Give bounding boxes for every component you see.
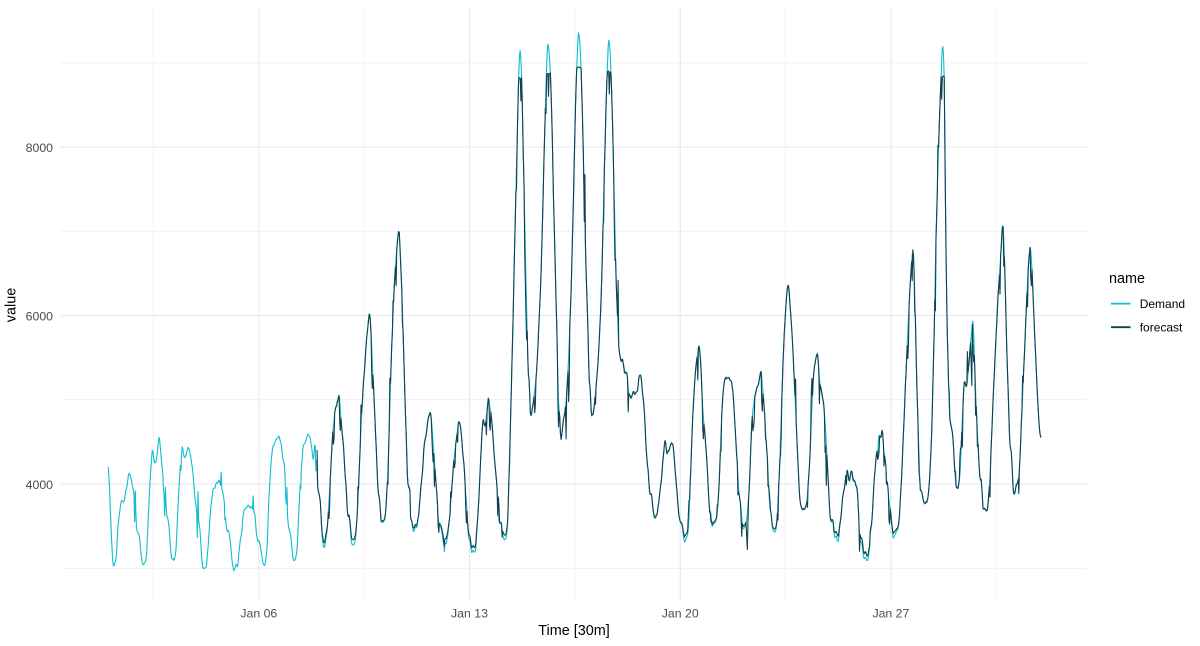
svg-text:name: name [1109,271,1145,287]
svg-text:Jan 27: Jan 27 [872,607,909,621]
svg-text:4000: 4000 [26,478,54,492]
svg-text:Jan 06: Jan 06 [240,607,277,621]
svg-text:Time [30m]: Time [30m] [538,623,609,639]
svg-text:forecast: forecast [1140,321,1183,335]
svg-text:6000: 6000 [26,310,54,324]
svg-text:Jan 13: Jan 13 [451,607,488,621]
svg-text:8000: 8000 [26,141,54,155]
svg-text:value: value [4,288,20,322]
svg-text:Jan 20: Jan 20 [662,607,699,621]
svg-text:Demand: Demand [1140,297,1185,311]
